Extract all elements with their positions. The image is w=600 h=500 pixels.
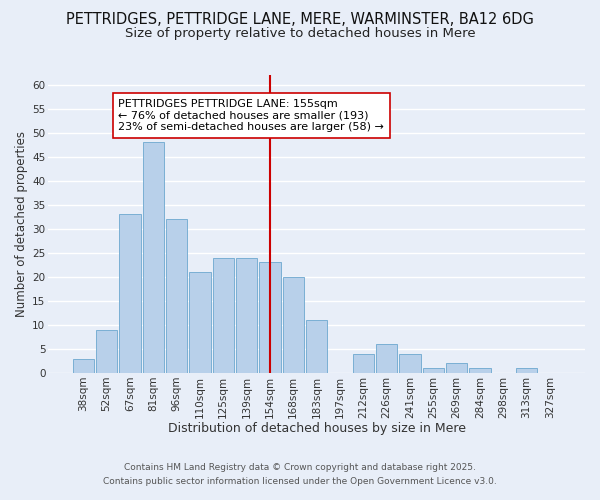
Text: Contains public sector information licensed under the Open Government Licence v3: Contains public sector information licen…	[103, 477, 497, 486]
Bar	[283, 277, 304, 373]
Bar	[212, 258, 234, 373]
Text: PETTRIDGES PETTRIDGE LANE: 155sqm
← 76% of detached houses are smaller (193)
23%: PETTRIDGES PETTRIDGE LANE: 155sqm ← 76% …	[118, 99, 384, 132]
Text: PETTRIDGES, PETTRIDGE LANE, MERE, WARMINSTER, BA12 6DG: PETTRIDGES, PETTRIDGE LANE, MERE, WARMIN…	[66, 12, 534, 28]
Bar	[306, 320, 328, 373]
Text: Contains HM Land Registry data © Crown copyright and database right 2025.: Contains HM Land Registry data © Crown c…	[124, 464, 476, 472]
Bar	[236, 258, 257, 373]
Bar	[516, 368, 537, 373]
Bar	[189, 272, 211, 373]
Bar	[353, 354, 374, 373]
Bar	[259, 262, 281, 373]
Bar	[376, 344, 397, 373]
Bar	[446, 364, 467, 373]
Bar	[399, 354, 421, 373]
Bar	[96, 330, 118, 373]
Bar	[73, 358, 94, 373]
Bar	[166, 219, 187, 373]
X-axis label: Distribution of detached houses by size in Mere: Distribution of detached houses by size …	[167, 422, 466, 435]
Bar	[469, 368, 491, 373]
Bar	[119, 214, 141, 373]
Bar	[422, 368, 444, 373]
Bar	[143, 142, 164, 373]
Text: Size of property relative to detached houses in Mere: Size of property relative to detached ho…	[125, 28, 475, 40]
Y-axis label: Number of detached properties: Number of detached properties	[15, 131, 28, 317]
